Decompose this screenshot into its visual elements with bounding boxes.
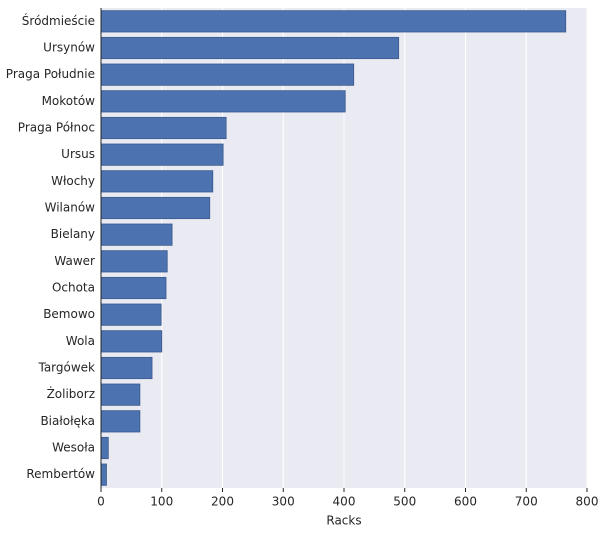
y-tick-label: Praga Północ <box>18 121 95 135</box>
x-tick-label: 800 <box>576 495 599 509</box>
bar <box>100 116 227 140</box>
bar <box>100 196 211 220</box>
x-tick-label: 700 <box>515 495 538 509</box>
x-tick-label: 200 <box>211 495 234 509</box>
x-axis-label: Racks <box>326 514 361 528</box>
y-tick-label: Mokotów <box>42 94 96 108</box>
y-tick-label: Targówek <box>37 361 95 375</box>
bar <box>100 463 107 486</box>
x-tick-label: 0 <box>97 495 105 509</box>
y-tick-label: Białołęka <box>40 414 95 428</box>
x-tick-label: 600 <box>454 495 477 509</box>
x-tick-label: 300 <box>272 495 295 509</box>
y-tick-label: Śródmieście <box>22 13 95 28</box>
bar <box>100 303 162 326</box>
bar <box>100 143 224 166</box>
bar <box>100 383 141 406</box>
bar <box>100 170 214 193</box>
bar <box>100 223 173 246</box>
bar <box>100 330 163 353</box>
y-tick-label: Wesoła <box>52 441 95 455</box>
y-tick-label: Praga Południe <box>6 67 95 81</box>
y-tick-label: Włochy <box>51 174 95 188</box>
y-tick-label: Wilanów <box>45 201 96 215</box>
x-tick-label: 100 <box>150 495 173 509</box>
bar <box>100 356 153 380</box>
y-tick-label: Wawer <box>54 254 95 268</box>
y-tick-label: Rembertów <box>26 467 95 481</box>
bar <box>100 36 400 60</box>
bar <box>100 276 167 300</box>
y-tick-label: Ursynów <box>43 41 95 55</box>
y-tick-label: Ochota <box>52 281 95 295</box>
bar <box>100 436 109 460</box>
y-tick-label: Bielany <box>51 227 95 241</box>
bar <box>100 90 346 113</box>
y-tick-label: Wola <box>66 334 95 348</box>
x-tick-label: 400 <box>333 495 356 509</box>
y-tick-label: Ursus <box>61 147 95 161</box>
bar <box>100 410 141 433</box>
bar <box>100 63 355 86</box>
y-tick-label: Żoliborz <box>47 386 95 401</box>
y-tick-label: Bemowo <box>43 307 95 321</box>
x-tick-label: 500 <box>393 495 416 509</box>
bar <box>100 10 567 33</box>
bar <box>100 250 168 273</box>
